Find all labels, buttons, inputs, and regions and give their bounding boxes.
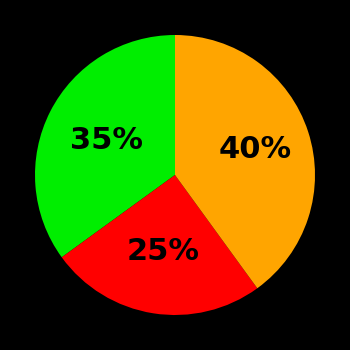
- Wedge shape: [62, 175, 257, 315]
- Wedge shape: [175, 35, 315, 288]
- Text: 40%: 40%: [218, 134, 292, 163]
- Text: 35%: 35%: [70, 126, 143, 155]
- Text: 25%: 25%: [126, 237, 200, 266]
- Wedge shape: [35, 35, 175, 257]
